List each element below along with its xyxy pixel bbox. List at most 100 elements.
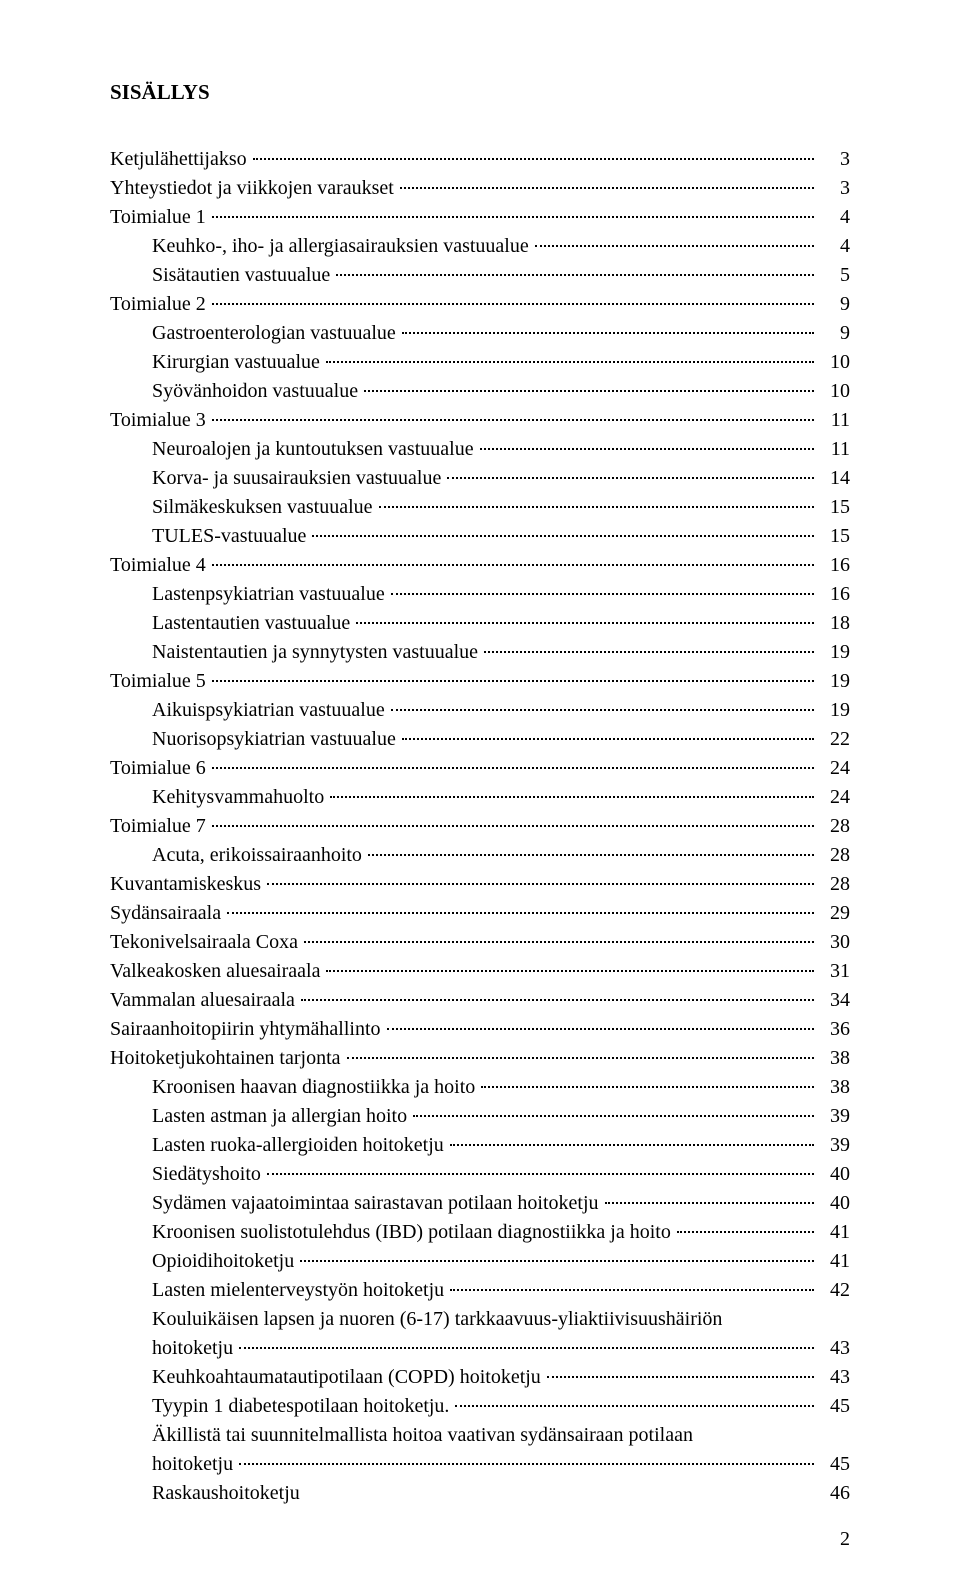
toc-entry-label: Lastenpsykiatrian vastuualue: [152, 580, 389, 609]
toc-entry-label: Toimialue 6: [110, 754, 210, 783]
toc-entry: hoitoketju43: [110, 1334, 850, 1363]
leader-dots: [605, 1202, 814, 1204]
toc-entry-label: Toimialue 1: [110, 203, 210, 232]
toc-entry-label: Siedätyshoito: [152, 1160, 265, 1189]
toc-entry-page: 9: [816, 290, 850, 319]
toc-entry-label: Hoitoketjukohtainen tarjonta: [110, 1044, 345, 1073]
toc-entry: hoitoketju45: [110, 1450, 850, 1479]
toc-entry: Lasten ruoka-allergioiden hoitoketju39: [110, 1131, 850, 1160]
toc-entry-page: 4: [816, 203, 850, 232]
toc-list: Ketjulähettijakso3Yhteystiedot ja viikko…: [110, 145, 850, 1508]
toc-entry-page: 24: [816, 754, 850, 783]
toc-entry: Korva- ja suusairauksien vastuualue14: [110, 464, 850, 493]
toc-entry-page: 10: [816, 348, 850, 377]
leader-dots: [212, 216, 814, 218]
toc-entry-label: Sairaanhoitopiirin yhtymähallinto: [110, 1015, 385, 1044]
toc-entry-page: 41: [816, 1218, 850, 1247]
leader-dots: [304, 941, 814, 943]
leader-dots: [379, 506, 814, 508]
toc-entry-page: 19: [816, 667, 850, 696]
toc-entry-label: Ketjulähettijakso: [110, 145, 251, 174]
toc-entry-label: Lasten astman ja allergian hoito: [152, 1102, 411, 1131]
toc-entry-page: 5: [816, 261, 850, 290]
leader-dots: [547, 1376, 814, 1378]
leader-dots: [212, 680, 814, 682]
toc-entry-page: 38: [816, 1044, 850, 1073]
toc-entry: TULES-vastuualue15: [110, 522, 850, 551]
toc-entry-label: Kehitysvammahuolto: [152, 783, 328, 812]
leader-dots: [387, 1028, 814, 1030]
leader-dots: [450, 1289, 814, 1291]
toc-entry-label: Korva- ja suusairauksien vastuualue: [152, 464, 445, 493]
toc-entry-label: Raskaushoitoketju: [152, 1479, 304, 1508]
toc-entry: Acuta, erikoissairaanhoito28: [110, 841, 850, 870]
toc-entry-page: 15: [816, 493, 850, 522]
toc-entry-label: Kuvantamiskeskus: [110, 870, 265, 899]
leader-dots: [481, 1086, 814, 1088]
leader-dots: [253, 158, 814, 160]
toc-entry: Toimialue 6 24: [110, 754, 850, 783]
toc-entry: Silmäkeskuksen vastuualue 15: [110, 493, 850, 522]
toc-entry-page: 41: [816, 1247, 850, 1276]
toc-entry-page: 24: [816, 783, 850, 812]
toc-entry-label: Naistentautien ja synnytysten vastuualue: [152, 638, 482, 667]
toc-entry: Lastenpsykiatrian vastuualue16: [110, 580, 850, 609]
toc-entry: Sairaanhoitopiirin yhtymähallinto36: [110, 1015, 850, 1044]
toc-entry-label: Yhteystiedot ja viikkojen varaukset: [110, 174, 398, 203]
toc-entry-page: 18: [816, 609, 850, 638]
leader-dots: [212, 303, 814, 305]
toc-entry-page: 28: [816, 870, 850, 899]
toc-entry-page: 42: [816, 1276, 850, 1305]
toc-entry: Lasten astman ja allergian hoito39: [110, 1102, 850, 1131]
toc-entry-label: Vammalan aluesairaala: [110, 986, 299, 1015]
toc-entry-label: Keuhko-, iho- ja allergiasairauksien vas…: [152, 232, 533, 261]
toc-entry-label: Syövänhoidon vastuualue: [152, 377, 362, 406]
toc-entry: Yhteystiedot ja viikkojen varaukset3: [110, 174, 850, 203]
toc-entry-page: 40: [816, 1189, 850, 1218]
toc-entry: Toimialue 29: [110, 290, 850, 319]
toc-entry-label: Toimialue 7: [110, 812, 210, 841]
toc-entry-label: Silmäkeskuksen vastuualue: [152, 493, 377, 522]
leader-dots: [480, 448, 814, 450]
leader-dots: [330, 796, 814, 798]
toc-entry: Sydämen vajaatoimintaa sairastavan potil…: [110, 1189, 850, 1218]
page-number: 2: [110, 1528, 850, 1551]
leader-dots: [312, 535, 814, 537]
toc-entry: Opioidihoitoketju41: [110, 1247, 850, 1276]
toc-entry-page: 16: [816, 551, 850, 580]
leader-dots: [368, 854, 814, 856]
toc-entry: Sydänsairaala29: [110, 899, 850, 928]
leader-dots: [413, 1115, 814, 1117]
leader-dots: [336, 274, 814, 276]
toc-entry: Toimialue 5 19: [110, 667, 850, 696]
toc-entry: Sisätautien vastuualue5: [110, 261, 850, 290]
toc-entry-page: 38: [816, 1073, 850, 1102]
toc-entry-label: Toimialue 5: [110, 667, 210, 696]
leader-dots: [484, 651, 814, 653]
leader-dots: [239, 1463, 814, 1465]
toc-entry-page: 3: [816, 145, 850, 174]
toc-entry: Vammalan aluesairaala34: [110, 986, 850, 1015]
leader-dots: [239, 1347, 814, 1349]
toc-entry-page: 39: [816, 1131, 850, 1160]
toc-entry-page: 11: [816, 406, 850, 435]
toc-entry: Syövänhoidon vastuualue10: [110, 377, 850, 406]
leader-dots: [227, 912, 814, 914]
toc-entry: Äkillistä tai suunnitelmallista hoitoa v…: [110, 1421, 850, 1450]
toc-entry-page: 31: [816, 957, 850, 986]
toc-entry: Toimialue 1 4: [110, 203, 850, 232]
toc-entry-label: Äkillistä tai suunnitelmallista hoitoa v…: [152, 1421, 697, 1450]
leader-dots: [455, 1405, 814, 1407]
toc-entry-label: Toimialue 4: [110, 551, 210, 580]
leader-dots: [447, 477, 814, 479]
toc-entry: Kroonisen suolistotulehdus (IBD) potilaa…: [110, 1218, 850, 1247]
leader-dots: [364, 390, 814, 392]
toc-entry: Keuhkoahtaumatautipotilaan (COPD) hoitok…: [110, 1363, 850, 1392]
toc-entry-label: TULES-vastuualue: [152, 522, 310, 551]
leader-dots: [267, 883, 814, 885]
toc-entry-label: Gastroenterologian vastuualue: [152, 319, 400, 348]
toc-entry-page: 46: [816, 1479, 850, 1508]
toc-entry-page: 29: [816, 899, 850, 928]
toc-entry: Kirurgian vastuualue10: [110, 348, 850, 377]
toc-entry-page: 11: [816, 435, 850, 464]
